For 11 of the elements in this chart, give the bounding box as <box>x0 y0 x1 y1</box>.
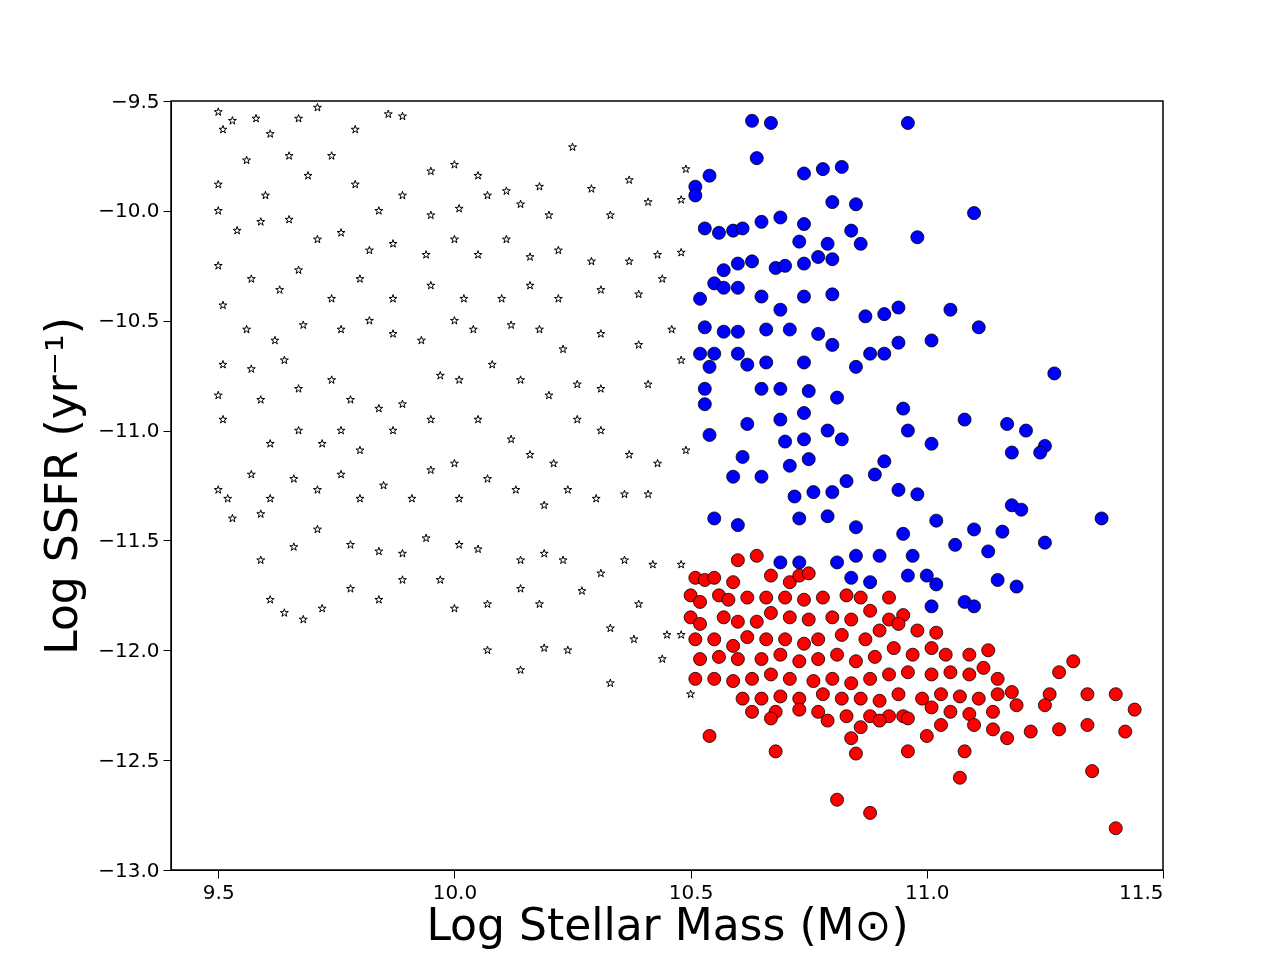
y-tick-label: −12.5 <box>98 747 160 772</box>
y-tick-label: −11.5 <box>98 527 160 552</box>
y-tick-label: −10.5 <box>98 308 160 333</box>
x-tick-label: 9.5 <box>202 879 235 904</box>
y-tick-label: −11.0 <box>98 418 160 443</box>
y-tick-label: −13.0 <box>98 857 160 882</box>
y-tick-label: −9.5 <box>110 88 160 113</box>
x-tick-label: 11.5 <box>1118 879 1164 904</box>
y-axis-title: Log SSFR (yr⁻¹) <box>36 317 88 655</box>
y-tick-label: −10.0 <box>98 198 160 223</box>
y-tick-label: −12.0 <box>98 637 160 662</box>
